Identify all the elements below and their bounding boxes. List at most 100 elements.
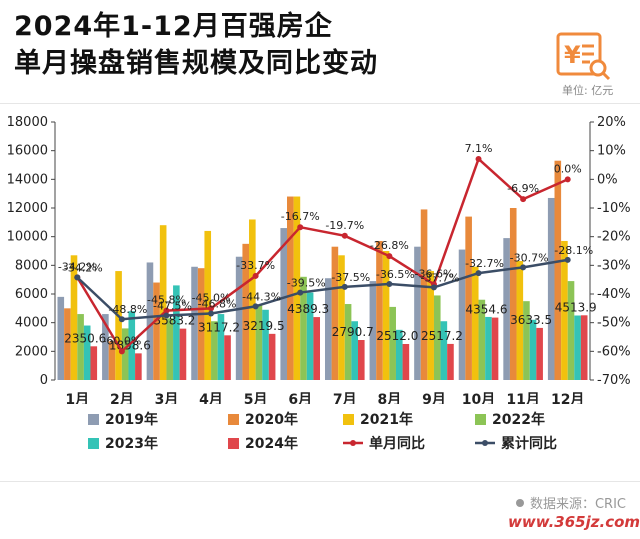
legend-label: 2021年: [360, 412, 413, 428]
line-point: [564, 256, 571, 263]
bar: [70, 255, 78, 380]
bar-data-label: 2512.0: [376, 329, 418, 343]
line-data-label: -32.7%: [465, 257, 504, 270]
series-line: [76, 258, 568, 321]
y2-tick-label: 10%: [597, 144, 626, 159]
unit-label: 单位: 亿元: [562, 84, 614, 97]
bar: [262, 309, 269, 380]
bar: [146, 262, 154, 380]
legend-swatch: [475, 413, 486, 425]
bar-line-chart: 0 2000 4000 6000 8000 10000 12000 14000 16000 180…: [7, 115, 631, 404]
y-tick-label: 6000: [15, 287, 48, 302]
bar: [485, 316, 492, 380]
y2-tick-label: -30%: [597, 258, 631, 273]
bar-data-label: 3117.2: [198, 320, 240, 334]
bar: [440, 321, 448, 380]
bar: [159, 225, 167, 380]
line-point: [208, 310, 215, 317]
legend-item: 累计同比: [475, 433, 557, 453]
bar: [153, 282, 160, 380]
line-point: [118, 316, 125, 323]
legend-item: 2022年: [475, 409, 545, 429]
line-data-label: -46.8%: [198, 297, 237, 310]
bar: [115, 271, 122, 380]
line-data-label: -33.7%: [236, 259, 275, 272]
bar-data-label: 2517.2: [421, 329, 463, 343]
legend-item: 2021年: [343, 409, 413, 429]
bar: [491, 317, 499, 380]
y2-tick-label: 20%: [597, 115, 626, 130]
bar: [574, 315, 581, 380]
line-data-label: -39.5%: [287, 277, 326, 290]
bar: [344, 304, 352, 380]
bar: [516, 261, 524, 380]
bar-data-label: 2790.7: [332, 325, 374, 339]
bar: [523, 301, 530, 380]
y-tick-label: 14000: [7, 172, 48, 187]
bullet-icon: [515, 498, 524, 507]
bar: [478, 299, 486, 380]
y-tick-label: 2000: [15, 344, 48, 359]
bar: [376, 240, 383, 380]
bar: [166, 318, 174, 380]
bar: [357, 339, 365, 380]
line-point: [520, 264, 527, 271]
y2-tick-label: -70%: [597, 373, 631, 388]
legend-label: 2022年: [492, 412, 545, 428]
line-data-label: -6.9%: [507, 182, 539, 195]
bar: [306, 292, 314, 380]
line-data-label: -37.5%: [331, 271, 370, 284]
bar: [313, 317, 321, 380]
legend-label: 2024年: [245, 436, 298, 452]
line-data-label: -45.0%: [192, 291, 231, 304]
legend-swatch: [228, 413, 239, 425]
line-point: [341, 232, 348, 239]
bar: [433, 295, 441, 380]
bar: [268, 333, 276, 380]
legend-swatch: [475, 440, 495, 446]
bar: [471, 266, 479, 380]
line-point: [386, 253, 393, 260]
line-data-label: -60.0%: [102, 334, 141, 347]
bar: [389, 306, 396, 380]
bar: [255, 305, 263, 380]
line-data-label: -30.7%: [510, 251, 549, 264]
bar: [249, 219, 256, 380]
line-data-label: -48.8%: [108, 303, 147, 316]
x-tick-label: 9月: [422, 392, 446, 404]
x-tick-label: 4月: [199, 392, 223, 404]
y-tick-label: 8000: [15, 258, 48, 273]
bar: [135, 353, 142, 380]
bar: [211, 321, 218, 380]
line-point: [208, 305, 215, 312]
x-tick-label: 1月: [65, 392, 89, 404]
line-point: [252, 272, 259, 279]
yuan-document-search-icon: ¥: [552, 30, 622, 86]
y-tick-label: 4000: [15, 316, 48, 331]
x-tick-label: 5月: [244, 392, 268, 404]
legend-swatch: [228, 437, 239, 449]
bar: [351, 321, 358, 380]
bar: [242, 243, 250, 380]
bar: [503, 238, 510, 380]
line-point: [564, 176, 571, 183]
line-data-label: -45.8%: [147, 294, 186, 307]
chart-title: 2024年1-12月百强房企 单月操盘销售规模及同比变动: [14, 8, 454, 82]
bar: [102, 314, 109, 380]
legend-swatch: [88, 437, 99, 449]
legend-label: 累计同比: [501, 436, 557, 452]
y2-tick-label: -10%: [597, 201, 631, 216]
line-data-label: -34.2%: [58, 260, 97, 273]
legend-item: 2024年: [228, 433, 298, 453]
bar-data-label: 4513.9: [555, 300, 597, 314]
bar: [108, 341, 116, 380]
bar: [561, 240, 568, 380]
y-tick-label: 0: [40, 373, 48, 388]
bar: [547, 197, 555, 380]
line-data-label: -36.6%: [414, 267, 453, 280]
x-tick-label: 6月: [288, 392, 312, 404]
legend-swatch: [88, 413, 99, 425]
x-tick-label: 3月: [155, 392, 179, 404]
y2-tick-label: -40%: [597, 287, 631, 302]
line-data-label: -34.2%: [64, 261, 103, 274]
